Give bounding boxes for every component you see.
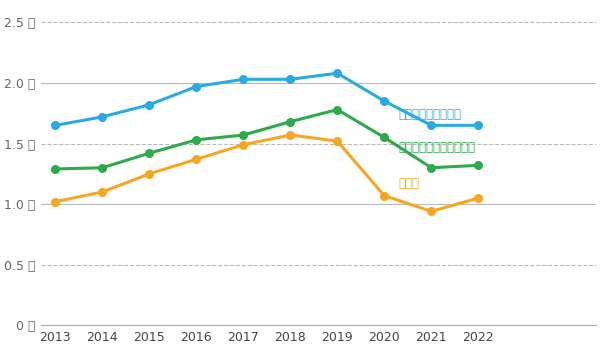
Text: 専門的・技術的職業: 専門的・技術的職業 — [398, 108, 461, 121]
Text: 職業系: 職業系 — [398, 177, 419, 190]
Text: その他の保健医療の職業: その他の保健医療の職業 — [398, 141, 475, 154]
